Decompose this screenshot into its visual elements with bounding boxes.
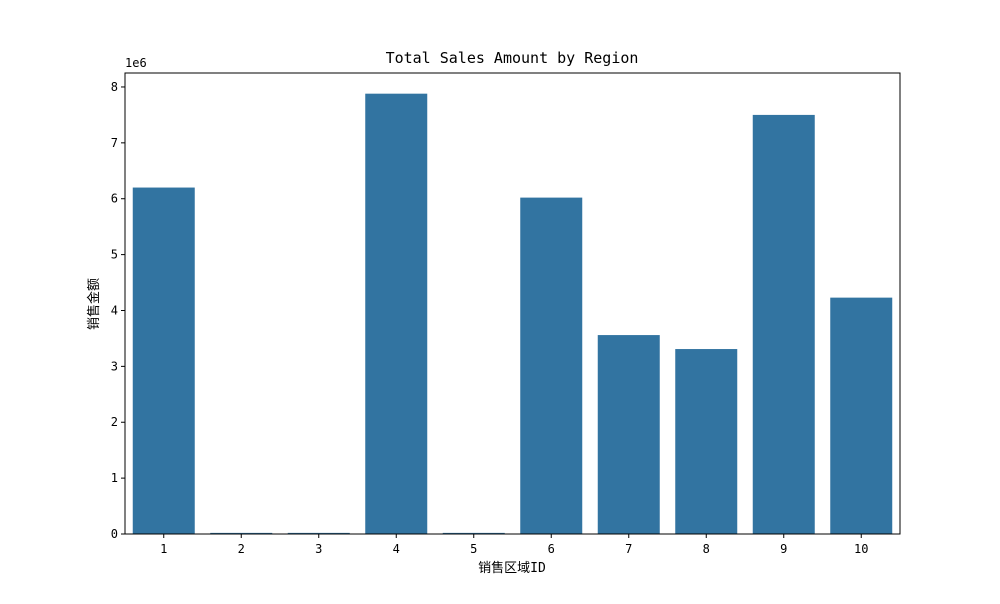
x-axis-label: 销售区域ID: [478, 560, 546, 576]
y-tick-label: 5: [111, 248, 118, 262]
plot-frame: [124, 72, 901, 535]
axes-group: [124, 72, 901, 535]
bar-region-6: [520, 197, 583, 535]
y-tick-label: 0: [111, 527, 118, 541]
y-tick-label: 7: [111, 136, 118, 150]
y-axis-label: 销售金额: [86, 278, 102, 330]
y-tick-label: 6: [111, 192, 118, 206]
chart-title: Total Sales Amount by Region: [386, 49, 639, 67]
bar-region-9: [752, 114, 815, 534]
bar-region-2: [210, 532, 273, 534]
y-tick-label: 2: [111, 415, 118, 429]
y-tick-label: 1: [111, 471, 118, 485]
x-tick-label: 1: [160, 542, 167, 556]
x-tick-label: 4: [393, 542, 400, 556]
bars-group: [132, 93, 893, 535]
bar-region-5: [442, 532, 505, 534]
x-tick-label: 8: [703, 542, 710, 556]
y-axis-offset-label: 1e6: [125, 56, 147, 70]
y-tick-label: 8: [111, 80, 118, 94]
x-tick-label: 2: [238, 542, 245, 556]
bar-region-3: [287, 532, 350, 534]
bar-region-7: [597, 335, 660, 534]
y-tick-label: 3: [111, 359, 118, 373]
x-tick-label: 9: [780, 542, 787, 556]
x-tick-label: 6: [548, 542, 555, 556]
y-tick-label: 4: [111, 303, 118, 317]
x-tick-label: 10: [854, 542, 868, 556]
x-tick-label: 7: [625, 542, 632, 556]
ticks-group: 1 2 3 4 5 6 7 8 9 10 0 1 2 3 4 5 6 7 8: [111, 80, 869, 556]
bar-region-8: [675, 349, 738, 534]
bar-region-10: [830, 297, 893, 534]
x-tick-label: 3: [315, 542, 322, 556]
bar-region-4: [365, 93, 428, 535]
bar-region-1: [132, 187, 195, 534]
x-tick-label: 5: [470, 542, 477, 556]
